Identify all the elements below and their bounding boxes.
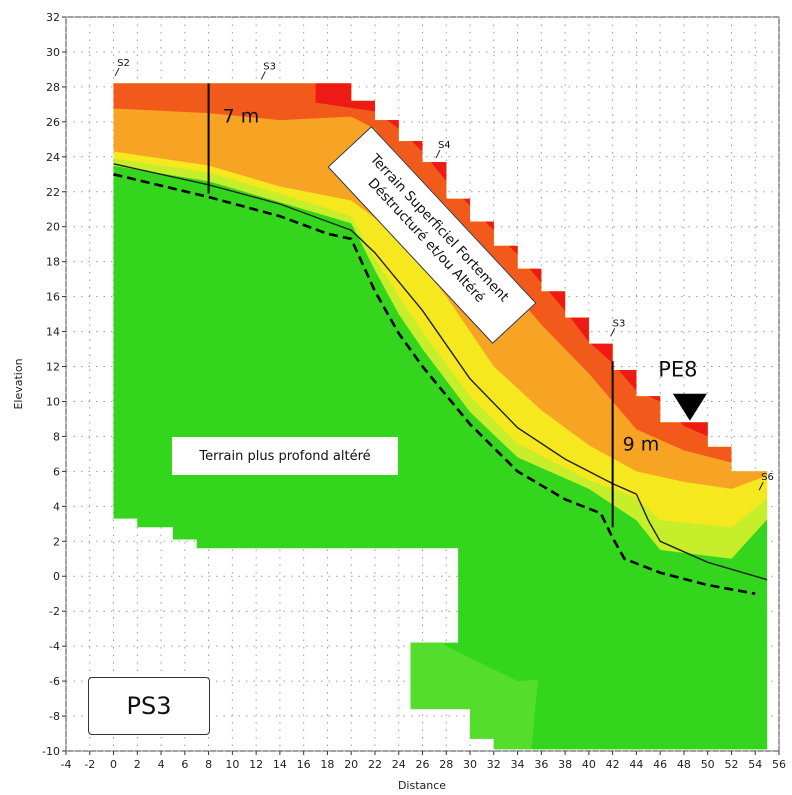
y-tick-label: -10 <box>42 745 60 758</box>
borehole-label: S2 <box>117 58 130 69</box>
x-tick-label: 28 <box>439 758 453 771</box>
x-tick-label: -4 <box>61 758 72 771</box>
x-tick-label: 40 <box>582 758 596 771</box>
interface-lines <box>113 163 768 595</box>
borehole-tick <box>114 67 120 77</box>
y-tick-label: 16 <box>46 291 60 304</box>
x-tick-label: 56 <box>772 758 786 771</box>
x-tick-label: 16 <box>297 758 311 771</box>
x-tick-label: 38 <box>558 758 572 771</box>
x-tick-label: 12 <box>249 758 263 771</box>
x-tick-label: -2 <box>84 758 95 771</box>
x-tick-label: 44 <box>629 758 643 771</box>
y-tick-label: -4 <box>49 640 60 653</box>
pe8-marker-triangle <box>672 393 707 421</box>
y-tick-label: 30 <box>46 46 60 59</box>
deep-weathered-ground-text: Terrain plus profond altéré <box>199 448 371 464</box>
y-tick-label: 20 <box>46 221 60 234</box>
y-axis-title: Elevation <box>12 358 25 409</box>
y-tick-label: 6 <box>53 465 60 478</box>
y-tick-label: 22 <box>46 186 60 199</box>
dashed-interface-line <box>113 173 756 595</box>
x-axis-title: Distance <box>398 779 446 792</box>
x-tick-label: 22 <box>368 758 382 771</box>
y-tick-label: 12 <box>46 361 60 374</box>
borehole-tick <box>758 481 764 491</box>
borehole-label: S3 <box>263 61 276 72</box>
borehole-label: S4 <box>438 140 451 151</box>
y-tick-label: 10 <box>46 395 60 408</box>
y-tick-label: 18 <box>46 256 60 269</box>
x-tick-label: 32 <box>487 758 501 771</box>
x-tick-label: 52 <box>724 758 738 771</box>
y-tick-label: 2 <box>53 535 60 548</box>
x-tick-label: 36 <box>534 758 548 771</box>
y-tick-label: 26 <box>46 116 60 129</box>
borehole-tick <box>435 149 441 159</box>
x-tick-label: 26 <box>416 758 430 771</box>
zone-green-bottom-right <box>529 611 768 750</box>
y-tick-label: -6 <box>49 675 60 688</box>
x-tick-label: 14 <box>273 758 287 771</box>
x-tick-label: 6 <box>181 758 188 771</box>
x-tick-label: 50 <box>701 758 715 771</box>
x-tick-label: 0 <box>110 758 117 771</box>
y-tick-label: 14 <box>46 326 60 339</box>
pe8-label: PE8 <box>658 358 697 382</box>
x-tick-label: 18 <box>320 758 334 771</box>
borehole-tick <box>610 328 616 337</box>
y-tick-label: 8 <box>53 430 60 443</box>
x-tick-label: 10 <box>225 758 239 771</box>
axis-ticks: -4 -2 0 2 4 6 8 10 12 14 16 18 20 22 24 26 28 30 32 34 36 38 4… <box>42 11 786 771</box>
y-tick-label: 4 <box>53 500 60 513</box>
x-tick-label: 54 <box>748 758 762 771</box>
thickness-label: 9 m <box>623 433 660 455</box>
panel-label-text: PS3 <box>126 692 172 720</box>
x-tick-label: 20 <box>344 758 358 771</box>
y-tick-label: -2 <box>49 605 60 618</box>
y-tick-label: 28 <box>46 81 60 94</box>
x-tick-label: 4 <box>158 758 165 771</box>
deep-weathered-ground-label: Terrain plus profond altéré <box>172 437 398 475</box>
x-tick-label: 30 <box>463 758 477 771</box>
y-tick-label: 0 <box>53 570 60 583</box>
y-tick-label: 32 <box>46 11 60 24</box>
x-tick-label: 42 <box>606 758 620 771</box>
x-tick-label: 24 <box>392 758 406 771</box>
solid-interface-line <box>113 163 768 581</box>
x-tick-label: 34 <box>511 758 525 771</box>
x-tick-label: 48 <box>677 758 691 771</box>
borehole-label: S3 <box>613 318 626 329</box>
x-tick-label: 2 <box>134 758 141 771</box>
annotations: S2 S3 S4 S3 S6 7 m 9 m PE8 <box>114 58 774 528</box>
borehole-label: S6 <box>761 472 774 483</box>
x-tick-label: 8 <box>205 758 212 771</box>
panel-label-box: PS3 <box>88 677 210 735</box>
thickness-label: 7 m <box>223 105 260 127</box>
y-tick-label: 24 <box>46 151 60 164</box>
x-tick-label: 46 <box>653 758 667 771</box>
borehole-tick <box>260 71 266 80</box>
y-tick-label: -8 <box>49 710 60 723</box>
